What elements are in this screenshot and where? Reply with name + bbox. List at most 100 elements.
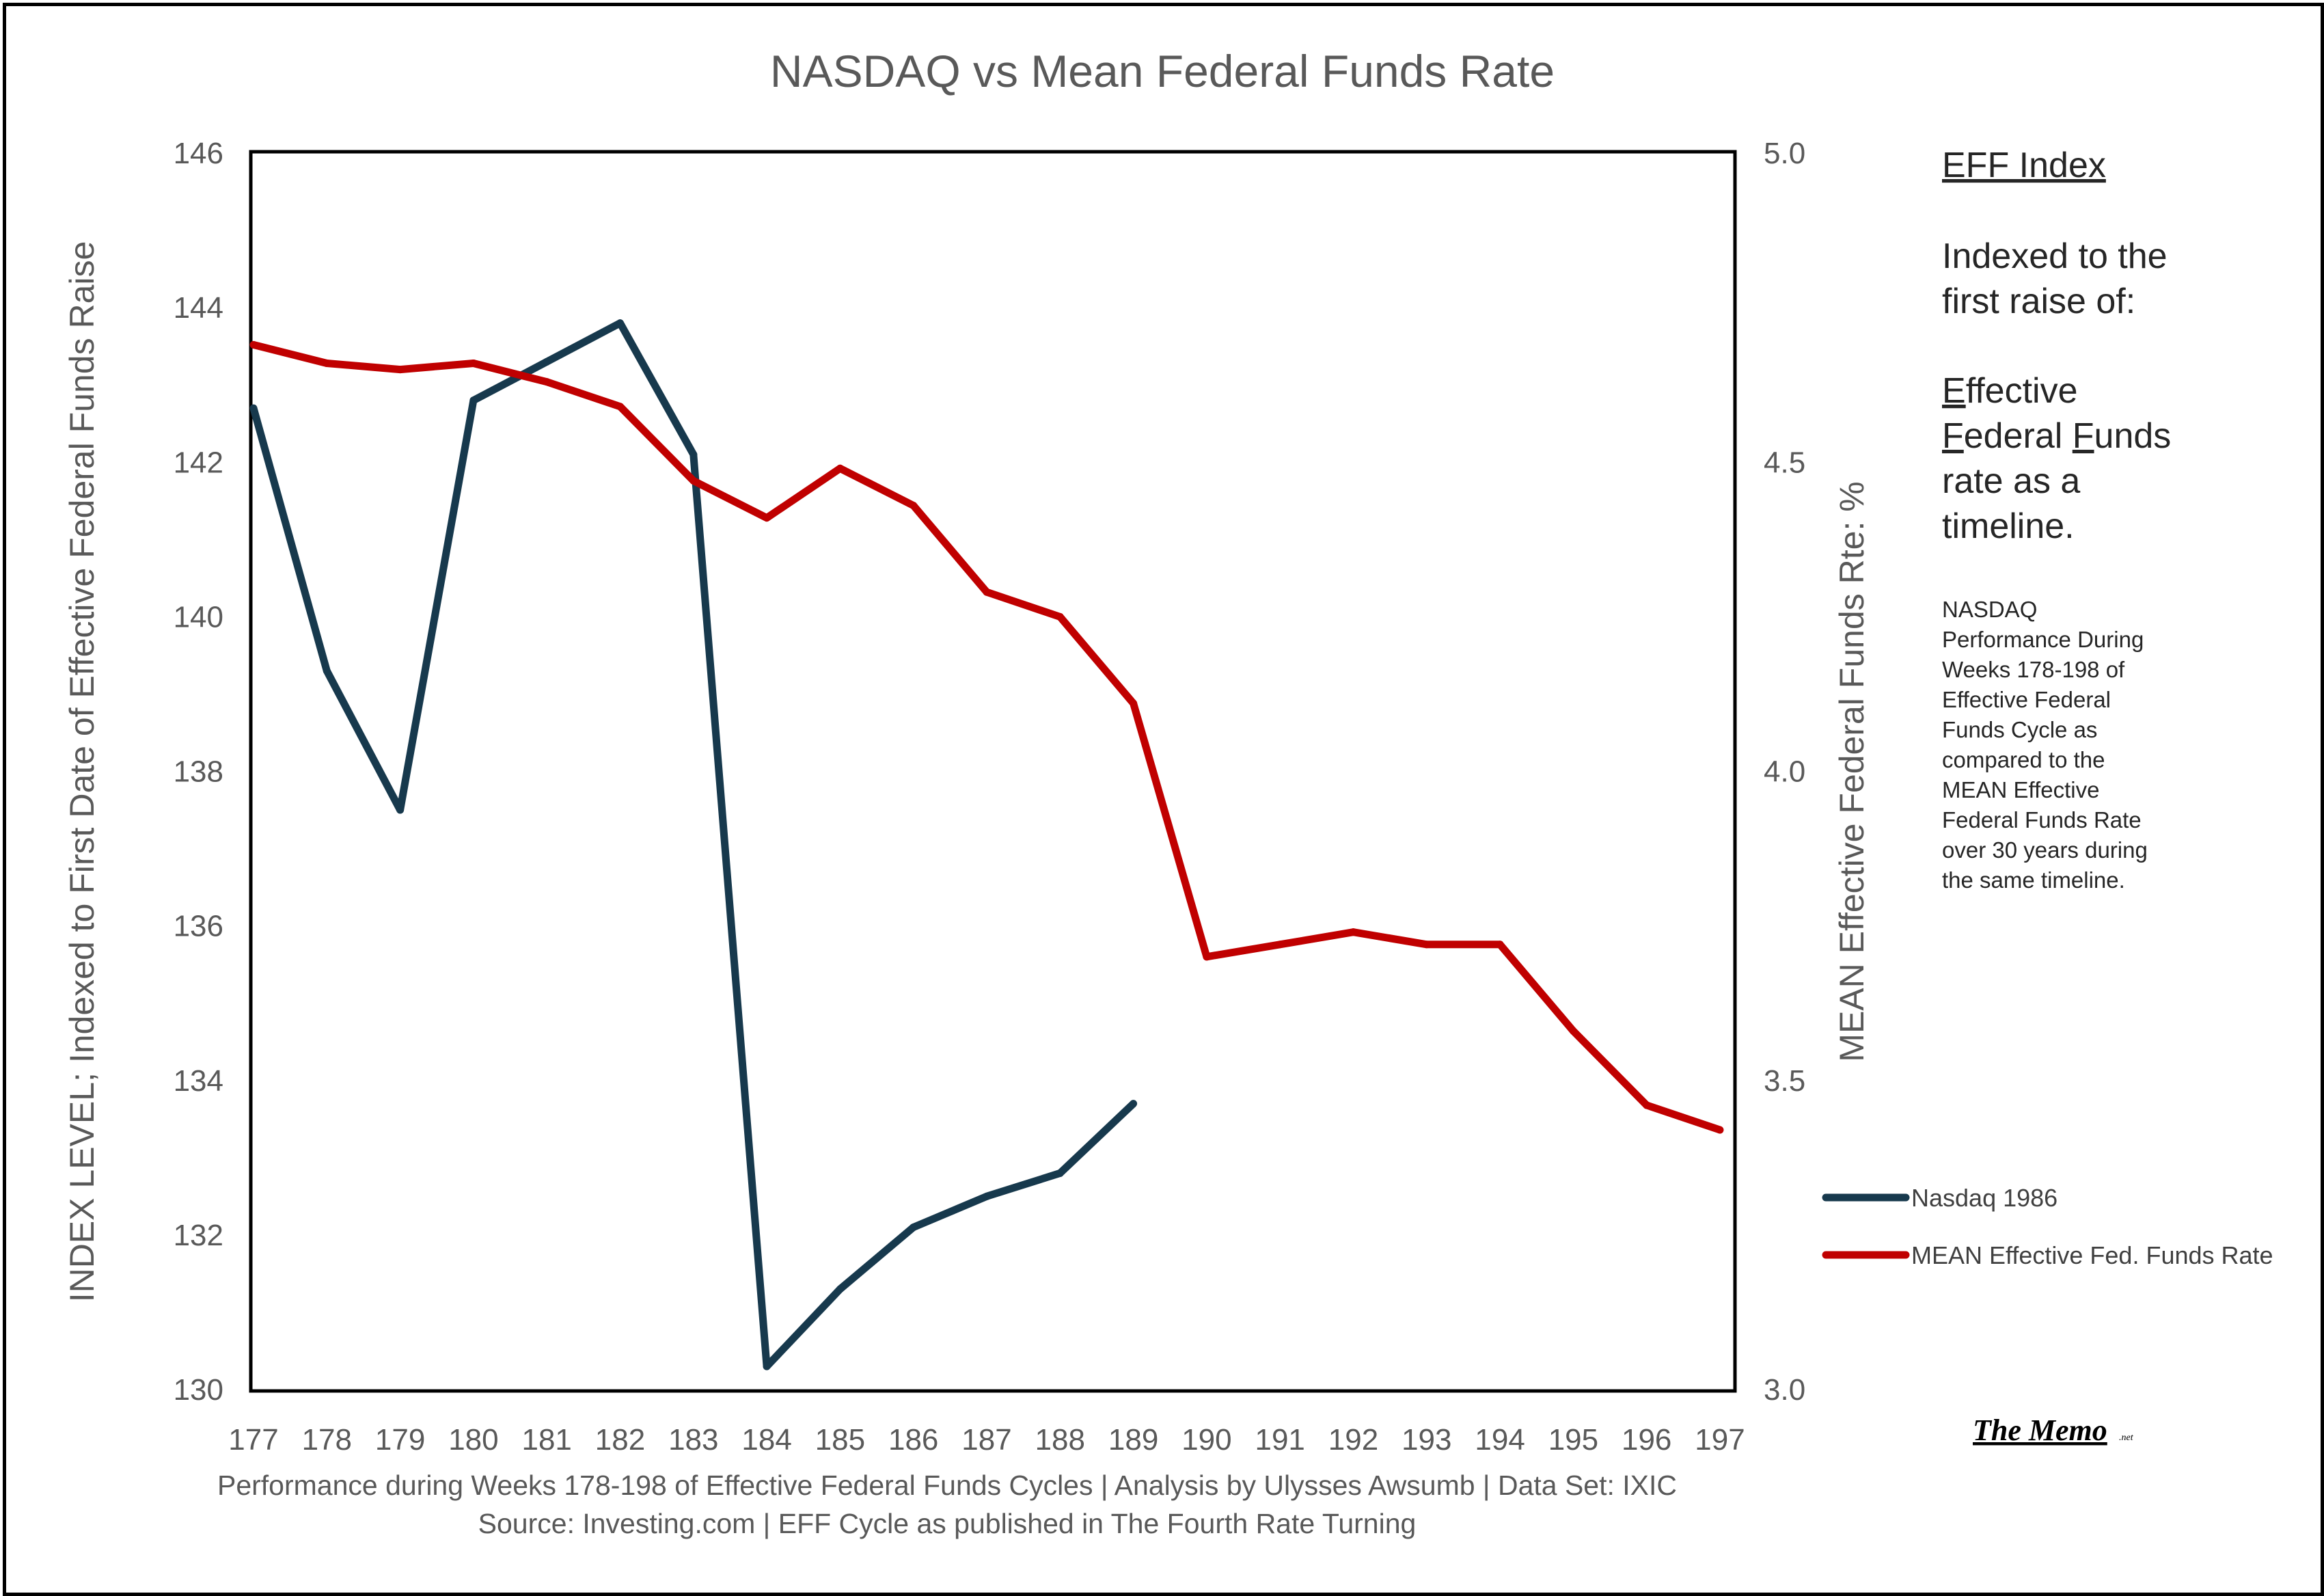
- definition-rest: rate as a: [1942, 461, 2080, 501]
- data-point-fedfunds: [1716, 1126, 1724, 1134]
- plot-area: [249, 150, 1737, 1393]
- side-note-indexed-line: first raise of:: [1942, 282, 2135, 321]
- logo-text: The Memo: [1973, 1414, 2107, 1447]
- left-tick-label: 136: [174, 910, 223, 943]
- side-note-description-line: the same timeline.: [1942, 867, 2125, 893]
- data-point-fedfunds: [323, 360, 331, 368]
- left-tick-label: 134: [174, 1064, 223, 1098]
- side-note-definition: Effective Federal Funds rate as a timeline.: [1942, 371, 2171, 546]
- left-tick-label: 144: [174, 291, 223, 325]
- x-tick-label: 184: [741, 1423, 791, 1457]
- legend: Nasdaq 1986 MEAN Effective Fed. Funds Ra…: [1822, 1184, 2273, 1269]
- data-point-nasdaq: [616, 319, 624, 327]
- left-tick-label: 130: [174, 1373, 223, 1407]
- x-tick-label: 179: [375, 1423, 425, 1457]
- data-point-nasdaq: [249, 404, 258, 412]
- data-point-nasdaq: [983, 1192, 991, 1200]
- series-line-fedfunds: [252, 341, 1721, 1134]
- x-tick-label: 186: [888, 1423, 938, 1457]
- data-point-fedfunds: [983, 588, 991, 596]
- data-point-fedfunds: [396, 366, 405, 374]
- data-point-nasdaq: [543, 357, 551, 366]
- data-point-fedfunds: [689, 476, 698, 485]
- side-note-description-line: NASDAQ: [1942, 597, 2037, 622]
- x-tick-label: 185: [815, 1423, 865, 1457]
- x-tick-label: 197: [1695, 1423, 1745, 1457]
- data-point-fedfunds: [616, 403, 624, 411]
- data-point-fedfunds: [1423, 941, 1431, 949]
- data-point-fedfunds: [1056, 612, 1064, 621]
- the-memo-logo: The Memo .net: [1973, 1414, 2134, 1447]
- data-point-nasdaq: [910, 1223, 918, 1232]
- data-point-nasdaq: [836, 1285, 844, 1293]
- side-note-description-line: MEAN Effective: [1942, 777, 2099, 802]
- data-point-fedfunds: [1276, 941, 1284, 949]
- x-tick-label: 193: [1402, 1423, 1451, 1457]
- left-tick-label: 146: [174, 137, 223, 170]
- x-tick-label: 195: [1548, 1423, 1598, 1457]
- x-axis-ticks: 177 178 179 180 181 182 183 184 185 186 187 188 189 1…: [228, 1423, 1745, 1457]
- data-point-nasdaq: [763, 1362, 771, 1370]
- data-point-fedfunds: [543, 378, 551, 386]
- caption-line-1: Performance during Weeks 178-198 of Effe…: [217, 1470, 1677, 1501]
- x-tick-label: 194: [1475, 1423, 1525, 1457]
- definition-initial: E: [1942, 371, 1966, 411]
- definition-rest: timeline.: [1942, 506, 2075, 546]
- left-tick-label: 138: [174, 755, 223, 789]
- right-axis-title: MEAN Effective Federal Funds Rte: %: [1833, 481, 1871, 1061]
- right-axis-ticks: 5.0 4.5 4.0 3.5 3.0: [1764, 137, 1805, 1407]
- right-tick-label: 5.0: [1764, 137, 1805, 170]
- legend-label-nasdaq: Nasdaq 1986: [1911, 1184, 2058, 1212]
- side-note-indexed-line: Indexed to the: [1942, 236, 2168, 276]
- data-point-nasdaq: [469, 396, 478, 405]
- data-point-fedfunds: [910, 502, 918, 510]
- caption-line-2: Source: Investing.com | EFF Cycle as pub…: [478, 1508, 1417, 1539]
- x-tick-label: 190: [1181, 1423, 1231, 1457]
- x-tick-label: 177: [228, 1423, 278, 1457]
- left-tick-label: 142: [174, 446, 223, 479]
- side-note-description-line: Performance During: [1942, 627, 2144, 652]
- side-note-description-line: Effective Federal: [1942, 687, 2111, 712]
- chart-title: NASDAQ vs Mean Federal Funds Rate: [770, 46, 1555, 96]
- definition-rest: ederal: [1964, 416, 2073, 456]
- left-tick-label: 132: [174, 1219, 223, 1252]
- side-note-definition-line: timeline.: [1942, 506, 2075, 546]
- x-tick-label: 178: [302, 1423, 352, 1457]
- x-tick-label: 187: [961, 1423, 1011, 1457]
- data-point-fedfunds: [1569, 1027, 1577, 1035]
- data-point-fedfunds: [469, 360, 478, 368]
- side-note-description-line: Funds Cycle as: [1942, 717, 2097, 742]
- x-tick-label: 183: [668, 1423, 718, 1457]
- data-point-fedfunds: [249, 340, 258, 349]
- side-note-description-line: compared to the: [1942, 747, 2105, 772]
- data-point-fedfunds: [763, 514, 771, 522]
- data-point-fedfunds: [836, 464, 844, 472]
- data-point-nasdaq: [689, 450, 698, 459]
- x-tick-label: 192: [1328, 1423, 1378, 1457]
- x-tick-label: 188: [1035, 1423, 1085, 1457]
- right-tick-label: 4.0: [1764, 755, 1805, 789]
- legend-label-fedfunds: MEAN Effective Fed. Funds Rate: [1911, 1241, 2273, 1269]
- x-tick-label: 181: [521, 1423, 571, 1457]
- right-tick-label: 4.5: [1764, 446, 1805, 479]
- side-note-definition-line: Effective: [1942, 371, 2077, 411]
- data-point-nasdaq: [1130, 1100, 1138, 1108]
- x-tick-label: 182: [595, 1423, 645, 1457]
- left-axis-ticks: 146 144 142 140 138 136 134 132 130: [174, 137, 223, 1407]
- data-point-nasdaq: [323, 667, 331, 675]
- x-tick-label: 189: [1108, 1423, 1158, 1457]
- chart-frame: NASDAQ vs Mean Federal Funds Rate 146 144…: [3, 3, 2324, 1596]
- data-point-nasdaq: [396, 806, 405, 814]
- side-note-heading: EFF Index: [1942, 146, 2106, 185]
- definition-rest: unds: [2094, 416, 2172, 456]
- side-note-indexed: Indexed to the first raise of:: [1942, 236, 2168, 321]
- data-point-fedfunds: [1130, 699, 1138, 707]
- logo-suffix: .net: [2119, 1433, 2134, 1443]
- x-tick-label: 191: [1255, 1423, 1304, 1457]
- x-tick-label: 180: [448, 1423, 498, 1457]
- side-note-definition-line: Federal Funds: [1942, 416, 2171, 456]
- definition-initial: F: [2073, 416, 2094, 456]
- side-note-description-line: over 30 years during: [1942, 837, 2148, 863]
- data-point-fedfunds: [1203, 953, 1211, 961]
- series-layer: [249, 319, 1724, 1370]
